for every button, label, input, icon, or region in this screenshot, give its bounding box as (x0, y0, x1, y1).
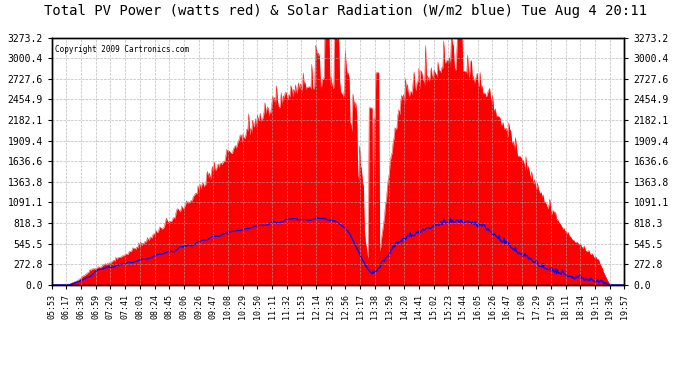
Text: Copyright 2009 Cartronics.com: Copyright 2009 Cartronics.com (55, 45, 189, 54)
Text: Total PV Power (watts red) & Solar Radiation (W/m2 blue) Tue Aug 4 20:11: Total PV Power (watts red) & Solar Radia… (43, 4, 647, 18)
